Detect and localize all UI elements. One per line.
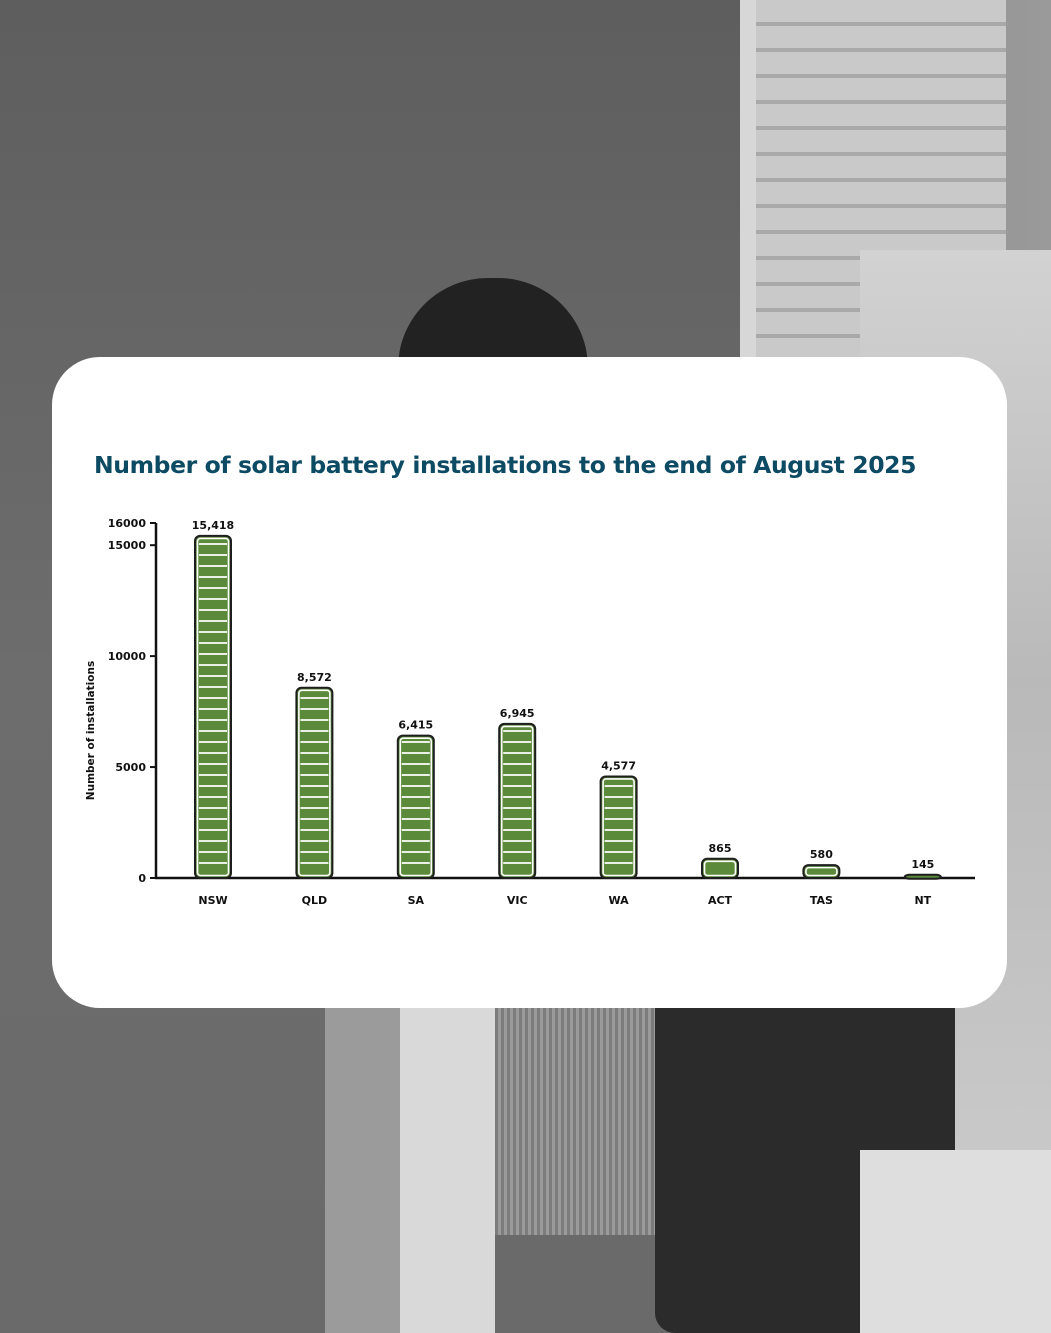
data-label: 580: [810, 848, 833, 861]
x-tick-label: NSW: [198, 894, 227, 907]
chart-title: Number of solar battery installations to…: [94, 451, 917, 479]
y-tick-label: 10000: [108, 650, 147, 663]
background-grille: [495, 1005, 665, 1235]
bar: [295, 686, 334, 879]
data-label: 6,945: [500, 707, 535, 720]
y-tick-label: 15000: [108, 539, 147, 552]
bar: [498, 722, 537, 879]
data-label: 4,577: [601, 759, 636, 772]
data-label: 6,415: [398, 719, 433, 732]
y-tick-label: 5000: [115, 761, 146, 774]
bar-group: [194, 534, 232, 880]
background-floor: [860, 1150, 1051, 1333]
bar: [903, 873, 942, 880]
bar-inner-frame: [399, 737, 433, 877]
chart-card: Number of solar battery installations to…: [52, 357, 1007, 1008]
x-tick-label: SA: [408, 894, 425, 907]
bar: [396, 734, 435, 879]
bar-inner-frame: [805, 866, 838, 877]
bar-group: [295, 686, 334, 879]
bar-group: [599, 775, 638, 879]
x-tick-label: NT: [914, 894, 931, 907]
bar: [701, 857, 739, 879]
background-pole: [400, 1005, 495, 1333]
y-tick-label: 16000: [108, 517, 147, 530]
data-label: 145: [911, 858, 934, 871]
x-tick-label: VIC: [507, 894, 528, 907]
x-tick-label: TAS: [810, 894, 833, 907]
y-tick-label: 0: [138, 872, 146, 885]
bar-inner-frame: [298, 689, 331, 877]
bar-inner-frame: [500, 725, 534, 877]
data-label: 865: [709, 842, 732, 855]
x-tick-label: QLD: [302, 894, 328, 907]
bar-group: [701, 857, 739, 879]
bar-inner-frame: [196, 537, 230, 877]
background-battery-unit: [325, 1005, 400, 1333]
bar-inner-frame: [703, 860, 737, 877]
x-tick-label: WA: [609, 894, 630, 907]
bar-chart: 0 5000 10000 15000 16000 Number of installati…: [85, 517, 975, 907]
data-label: 8,572: [297, 671, 332, 684]
x-tick-label: ACT: [708, 894, 733, 907]
y-axis-title: Number of installations: [85, 661, 97, 800]
bar-group: [802, 864, 841, 880]
bar-group: [396, 734, 435, 879]
data-label: 15,418: [192, 519, 234, 532]
bar-group: [903, 873, 942, 880]
bar-inner-frame: [602, 778, 635, 877]
bar-group: [498, 722, 537, 879]
